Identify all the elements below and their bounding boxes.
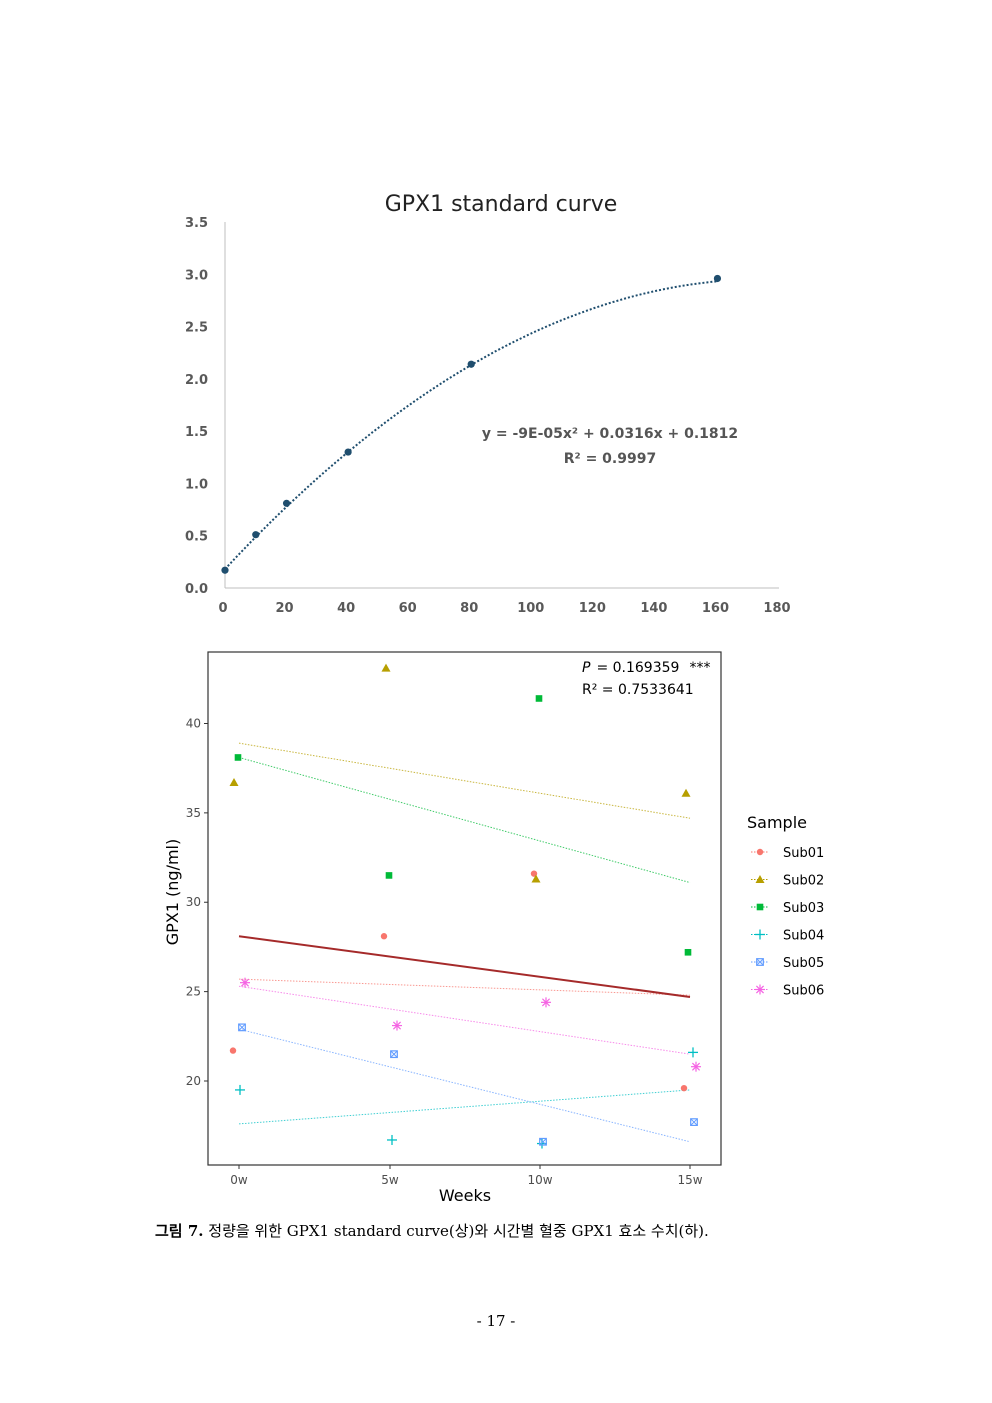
data-point bbox=[229, 777, 239, 786]
x-tick-label: 180 bbox=[763, 601, 790, 616]
standard-point bbox=[221, 566, 229, 574]
trendline-r2: R² = 0.9997 bbox=[564, 451, 656, 467]
y-tick-label: 35 bbox=[186, 806, 201, 820]
standard-point bbox=[344, 448, 352, 456]
standard-point bbox=[282, 499, 291, 507]
legend-key-marker bbox=[756, 958, 764, 966]
data-point bbox=[238, 1023, 246, 1032]
x-axis-label: Weeks bbox=[439, 1186, 491, 1205]
data-point bbox=[691, 1061, 701, 1072]
data-point bbox=[680, 1084, 688, 1092]
standard-curve-title: GPX1 standard curve bbox=[385, 192, 618, 217]
legend-label: Sub04 bbox=[783, 929, 824, 944]
data-point bbox=[684, 948, 692, 956]
data-point bbox=[681, 788, 691, 797]
x-tick-label: 5w bbox=[381, 1173, 399, 1187]
figure-caption-text: 정량을 위한 GPX1 standard curve(상)와 시간별 혈중 GP… bbox=[208, 1222, 709, 1240]
data-point bbox=[535, 695, 543, 702]
figure-number: 그림 7. bbox=[155, 1222, 204, 1240]
data-point bbox=[235, 1084, 245, 1095]
y-tick-label: 20 bbox=[186, 1074, 201, 1088]
y-tick-label: 0.0 bbox=[185, 582, 208, 597]
legend-label: Sub02 bbox=[783, 874, 824, 889]
x-tick-label: 140 bbox=[640, 601, 667, 616]
y-axis-label: GPX1 (ng/ml) bbox=[163, 839, 182, 945]
standard-point bbox=[252, 531, 260, 539]
legend-title: Sample bbox=[747, 813, 807, 832]
y-tick-label: 3.5 bbox=[185, 216, 208, 231]
y-tick-label: 1.0 bbox=[185, 477, 208, 492]
data-point bbox=[539, 1137, 547, 1146]
series-trendline bbox=[238, 742, 691, 819]
series-trendline bbox=[238, 756, 691, 884]
legend-key-marker bbox=[755, 875, 765, 883]
p-value-annotation: P = 0.169359 *** bbox=[582, 660, 710, 676]
legend-key-marker bbox=[755, 984, 765, 995]
data-point bbox=[234, 754, 242, 761]
x-tick-label: 0w bbox=[230, 1173, 248, 1187]
data-point bbox=[229, 1047, 237, 1054]
x-tick-label: 0 bbox=[218, 601, 227, 616]
y-tick-label: 0.5 bbox=[185, 530, 208, 545]
x-tick-label: 10w bbox=[527, 1173, 552, 1187]
legend-key-marker bbox=[756, 903, 764, 911]
data-point bbox=[690, 1118, 698, 1127]
standard-point bbox=[467, 360, 475, 368]
y-tick-label: 30 bbox=[186, 895, 201, 909]
gpx1-weeks-chart: 20 25 30 35 40 0w 5w 10w 15w Weeks GPX1 (ng/ml)… bbox=[163, 651, 824, 1205]
data-point bbox=[392, 1020, 402, 1031]
trendline-equation: y = -9E-05x² + 0.0316x + 0.1812 bbox=[482, 426, 738, 442]
data-point bbox=[240, 977, 250, 988]
r2-annotation: R² = 0.7533641 bbox=[582, 682, 694, 698]
overall-trendline bbox=[238, 935, 691, 998]
series-trendline bbox=[238, 1089, 691, 1125]
y-tick-label: 2.0 bbox=[185, 373, 208, 388]
y-tick-label: 40 bbox=[186, 716, 201, 730]
x-tick-label: 160 bbox=[702, 601, 729, 616]
legend: Sub01 Sub02 Sub03 Sub04 Sub05 Sub06 bbox=[751, 846, 824, 999]
series-trendline bbox=[238, 1028, 691, 1143]
data-point bbox=[381, 663, 391, 672]
y-tick-label: 3.0 bbox=[185, 268, 208, 283]
data-point bbox=[385, 872, 393, 879]
figure-caption: 그림 7. 정량을 위한 GPX1 standard curve(상)와 시간별… bbox=[155, 1220, 855, 1241]
y-tick-label: 25 bbox=[186, 985, 201, 999]
y-tick-label: 2.5 bbox=[185, 321, 208, 336]
legend-label: Sub06 bbox=[783, 984, 824, 999]
x-tick-label: 100 bbox=[517, 601, 544, 616]
standard-curve-chart: GPX1 standard curve 0.0 0.5 1.0 1.5 2.0 2.5 3.… bbox=[185, 192, 791, 616]
data-point bbox=[531, 874, 541, 883]
standard-point bbox=[713, 274, 722, 283]
legend-key-marker bbox=[755, 929, 765, 940]
data-point bbox=[541, 997, 551, 1008]
x-tick-label: 80 bbox=[460, 601, 478, 616]
x-tick-label: 120 bbox=[579, 601, 606, 616]
legend-label: Sub03 bbox=[783, 901, 824, 916]
x-tick-label: 60 bbox=[399, 601, 417, 616]
series-trendline bbox=[238, 978, 691, 996]
series-trendline bbox=[238, 985, 691, 1055]
data-point bbox=[387, 1134, 397, 1145]
legend-label: Sub01 bbox=[783, 846, 824, 861]
data-point bbox=[380, 933, 388, 940]
data-point bbox=[688, 1047, 698, 1058]
y-tick-label: 1.5 bbox=[185, 425, 208, 440]
x-tick-label: 15w bbox=[677, 1173, 702, 1187]
legend-key-marker bbox=[756, 848, 764, 856]
legend-label: Sub05 bbox=[783, 956, 824, 971]
page-number: - 17 - bbox=[476, 1312, 516, 1330]
x-tick-label: 20 bbox=[276, 601, 294, 616]
data-point bbox=[390, 1050, 398, 1059]
plot-panel bbox=[207, 651, 722, 1166]
x-tick-label: 40 bbox=[337, 601, 355, 616]
